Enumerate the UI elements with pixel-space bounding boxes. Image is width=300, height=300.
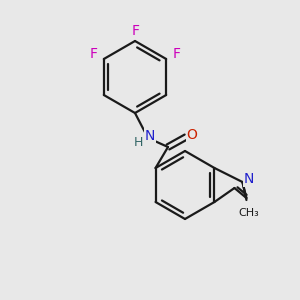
Text: N: N <box>145 129 155 143</box>
Text: CH₃: CH₃ <box>238 208 259 218</box>
Text: N: N <box>243 172 254 186</box>
Text: H: H <box>133 136 143 149</box>
Text: F: F <box>90 47 98 61</box>
Text: F: F <box>172 47 180 61</box>
Text: F: F <box>132 24 140 38</box>
Text: O: O <box>187 128 197 142</box>
